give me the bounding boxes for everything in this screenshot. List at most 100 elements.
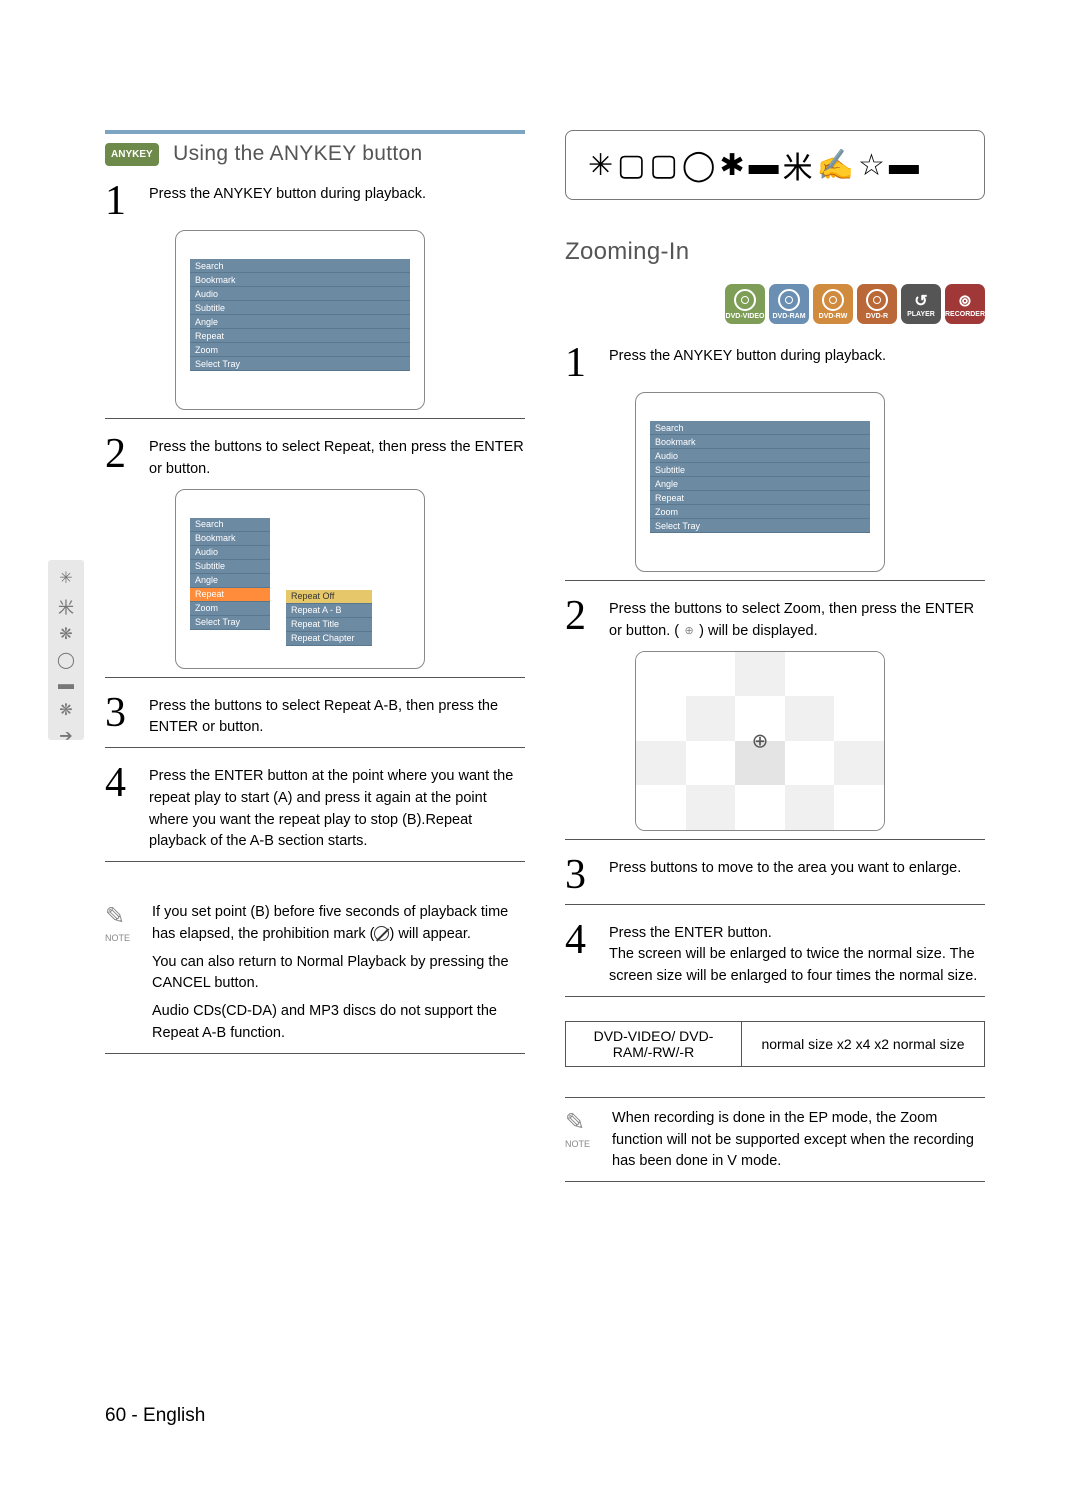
table-row: DVD-VIDEO/ DVD-RAM/-RW/-R normal size x2… — [566, 1021, 985, 1066]
header-glyph: ✱ — [719, 148, 744, 183]
right-step-4: 4 Press the ENTER button. The screen wil… — [565, 919, 985, 988]
note-text: If you set point (B) before five seconds… — [152, 902, 525, 1045]
header-glyph: ✍ — [817, 148, 854, 183]
note-icon-col: ✎ NOTE — [565, 1108, 590, 1149]
zoom-size-table: DVD-VIDEO/ DVD-RAM/-RW/-R normal size x2… — [565, 1021, 985, 1067]
menu-item-selected: Repeat — [190, 588, 270, 602]
menu-item: Subtitle — [190, 301, 410, 315]
side-icon: 米 — [58, 594, 74, 618]
step-number: 4 — [105, 762, 135, 853]
side-icon: ➔ — [59, 726, 72, 746]
menu-item: Bookmark — [190, 532, 270, 546]
note-text: When recording is done in the EP mode, t… — [612, 1108, 985, 1173]
menu-item: Audio — [190, 287, 410, 301]
step-text: Press the buttons to select Repeat, then… — [149, 433, 525, 481]
note-label: NOTE — [105, 933, 130, 943]
submenu-item: Repeat A - B — [286, 604, 372, 618]
right-step-2: 2 Press the buttons to select Zoom, then… — [565, 595, 985, 643]
divider — [105, 1053, 525, 1054]
right-step-3: 3 Press buttons to move to the area you … — [565, 854, 985, 896]
step-number: 2 — [105, 433, 135, 481]
left-step-4: 4 Press the ENTER button at the point wh… — [105, 762, 525, 853]
header-glyph: ◯ — [682, 148, 716, 183]
page-lang: English — [143, 1405, 205, 1426]
header-glyph: ✳ — [588, 148, 613, 183]
divider — [565, 996, 985, 997]
menu-item: Bookmark — [190, 273, 410, 287]
submenu-item: Repeat Chapter — [286, 632, 372, 646]
pencil-icon: ✎ — [565, 1108, 590, 1137]
menu-item: Subtitle — [650, 463, 870, 477]
step-number: 1 — [105, 180, 135, 222]
step-text: Press the ANYKEY button during playback. — [609, 342, 886, 384]
divider — [105, 861, 525, 862]
note-icon-col: ✎ NOTE — [105, 902, 130, 943]
menu-item: Search — [190, 259, 410, 273]
step-text: Press buttons to move to the area you wa… — [609, 854, 961, 896]
submenu-item: Repeat Title — [286, 618, 372, 632]
menu-item: Zoom — [190, 602, 270, 616]
side-icon: ❋ — [59, 624, 72, 644]
header-glyph: ▢ — [650, 148, 678, 183]
left-step-2: 2 Press the buttons to select Repeat, th… — [105, 433, 525, 481]
disc-badge-player: ↺PLAYER — [901, 284, 941, 324]
zoom-header-bar: ✳ ▢ ▢ ◯ ✱ ▬ 米 ✍ ☆ ▬ — [565, 130, 985, 200]
menu-item: Search — [650, 421, 870, 435]
menu-item: Angle — [190, 315, 410, 329]
submenu: Repeat Off Repeat A - B Repeat Title Rep… — [286, 590, 372, 646]
step-text: Press the buttons to select Repeat A-B, … — [149, 692, 525, 740]
prohibit-icon — [374, 926, 389, 941]
menu-item: Select Tray — [190, 616, 270, 630]
disc-badge-dvd-r: DVD-R — [857, 284, 897, 324]
divider — [105, 677, 525, 678]
menu-item: Zoom — [650, 505, 870, 519]
menu-item: Search — [190, 518, 270, 532]
menu-item: Subtitle — [190, 560, 270, 574]
divider — [565, 904, 985, 905]
side-icon: ▬ — [58, 676, 74, 694]
menu-item: Repeat — [190, 329, 410, 343]
divider — [565, 1181, 985, 1182]
left-step-1: 1 Press the ANYKEY button during playbac… — [105, 180, 525, 222]
side-icon: ✳ — [59, 568, 72, 588]
header-glyph: ▬ — [889, 148, 919, 182]
menu-item: Angle — [190, 574, 270, 588]
menu-item: Audio — [190, 546, 270, 560]
step-number: 3 — [565, 854, 595, 896]
step-number: 1 — [565, 342, 595, 384]
step-number: 3 — [105, 692, 135, 740]
anykey-badge: ANYKEY — [105, 143, 159, 166]
section-title: Using the ANYKEY button — [173, 142, 422, 166]
disc-badges: DVD-VIDEO DVD-RAM DVD-RW DVD-R ↺PLAYER ⊚… — [565, 284, 985, 324]
page-footer: 60 - English — [105, 1405, 205, 1427]
menu-item: Bookmark — [650, 435, 870, 449]
menu-item: Select Tray — [190, 357, 410, 371]
divider — [565, 839, 985, 840]
top-accent-left — [105, 130, 525, 134]
step-text: Press the buttons to select Zoom, then p… — [609, 595, 985, 643]
right-step-1: 1 Press the ANYKEY button during playbac… — [565, 342, 985, 384]
menu-screenshot-2: Search Bookmark Audio Subtitle Angle Rep… — [175, 489, 425, 669]
note-block-left: ✎ NOTE If you set point (B) before five … — [105, 902, 525, 1045]
side-icon: ◯ — [57, 650, 75, 670]
left-step-3: 3 Press the buttons to select Repeat A-B… — [105, 692, 525, 740]
disc-badge-recorder: ⊚RECORDER — [945, 284, 985, 324]
submenu-item: Repeat Off — [286, 590, 372, 604]
table-cell: normal size x2 x4 x2 normal size — [741, 1021, 984, 1066]
disc-badge-dvd-rw: DVD-RW — [813, 284, 853, 324]
header-glyph: ▢ — [617, 148, 645, 183]
disc-badge-dvd-ram: DVD-RAM — [769, 284, 809, 324]
menu-item: Select Tray — [650, 519, 870, 533]
menu-item: Audio — [650, 449, 870, 463]
pencil-icon: ✎ — [105, 902, 130, 931]
menu-screenshot-1: Search Bookmark Audio Subtitle Angle Rep… — [175, 230, 425, 410]
menu-item: Zoom — [190, 343, 410, 357]
menu-item: Angle — [650, 477, 870, 491]
step-number: 2 — [565, 595, 595, 643]
header-glyph: ▬ — [749, 148, 779, 182]
step-number: 4 — [565, 919, 595, 988]
divider — [565, 1097, 985, 1098]
section-header: ANYKEY Using the ANYKEY button — [105, 142, 525, 166]
note-label: NOTE — [565, 1139, 590, 1149]
menu-item: Repeat — [650, 491, 870, 505]
